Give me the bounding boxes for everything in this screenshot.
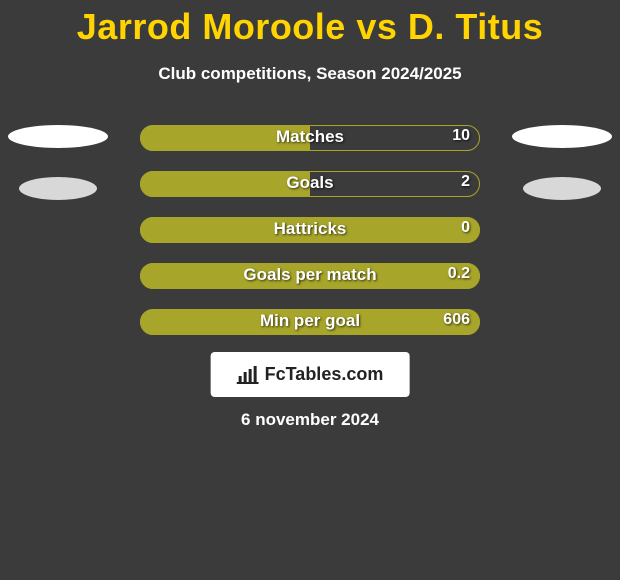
stat-outline bbox=[140, 171, 480, 197]
stat-outline bbox=[140, 309, 480, 335]
stat-outline bbox=[140, 217, 480, 243]
stat-row: Hattricks0 bbox=[140, 217, 480, 243]
stat-value-right: 606 bbox=[443, 311, 470, 329]
source-badge-text: FcTables.com bbox=[265, 364, 384, 385]
avatar-player-2 bbox=[512, 125, 612, 200]
stat-outline bbox=[140, 125, 480, 151]
source-badge: FcTables.com bbox=[211, 352, 410, 397]
stat-row: Goals2 bbox=[140, 171, 480, 197]
stat-value-right: 0.2 bbox=[448, 265, 470, 283]
stat-row: Goals per match0.2 bbox=[140, 263, 480, 289]
avatar-bg-icon bbox=[8, 125, 108, 148]
page-title: Jarrod Moroole vs D. Titus bbox=[0, 0, 620, 48]
stat-value-right: 0 bbox=[461, 219, 470, 237]
stat-value-right: 10 bbox=[452, 127, 470, 145]
stat-row: Matches10 bbox=[140, 125, 480, 151]
stat-value-right: 2 bbox=[461, 173, 470, 191]
avatar-head-icon bbox=[523, 177, 601, 200]
stat-outline bbox=[140, 263, 480, 289]
avatar-head-icon bbox=[19, 177, 97, 200]
avatar-bg-icon bbox=[512, 125, 612, 148]
subtitle: Club competitions, Season 2024/2025 bbox=[0, 64, 620, 84]
stat-row: Min per goal606 bbox=[140, 309, 480, 335]
avatar-player-1 bbox=[8, 125, 108, 200]
barchart-icon bbox=[237, 366, 259, 384]
date-text: 6 november 2024 bbox=[0, 410, 620, 430]
